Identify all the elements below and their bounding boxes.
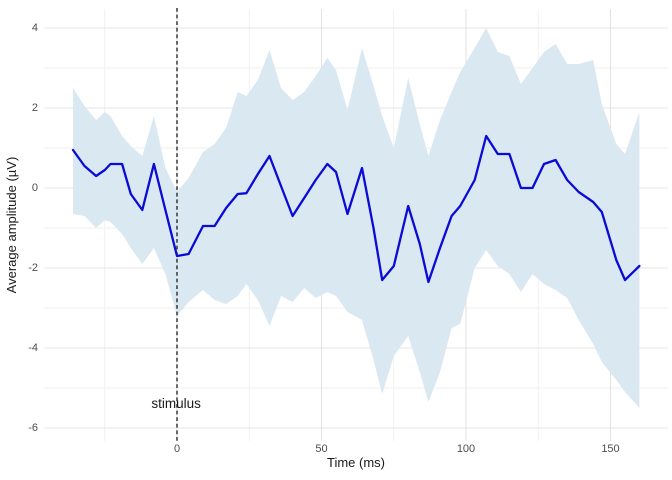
- y-tick-label: 0: [31, 181, 38, 194]
- x-axis-title: Time (ms): [326, 455, 385, 470]
- stimulus-annotation: stimulus: [151, 396, 201, 411]
- confidence-ribbon: [73, 28, 640, 408]
- y-axis-title: Average amplitude (µV): [4, 156, 19, 294]
- y-tick-label: -6: [28, 421, 38, 434]
- y-tick-label: 4: [31, 21, 38, 34]
- x-tick-label: 50: [315, 443, 328, 455]
- x-tick-label: 100: [456, 443, 476, 455]
- y-tick-label: 2: [31, 101, 38, 114]
- y-tick-label: -2: [28, 261, 38, 274]
- average-amplitude-line: [71, 134, 641, 284]
- x-tick-label: 150: [601, 443, 620, 455]
- x-tick-label: 0: [173, 443, 181, 455]
- y-tick-label: -4: [28, 341, 38, 354]
